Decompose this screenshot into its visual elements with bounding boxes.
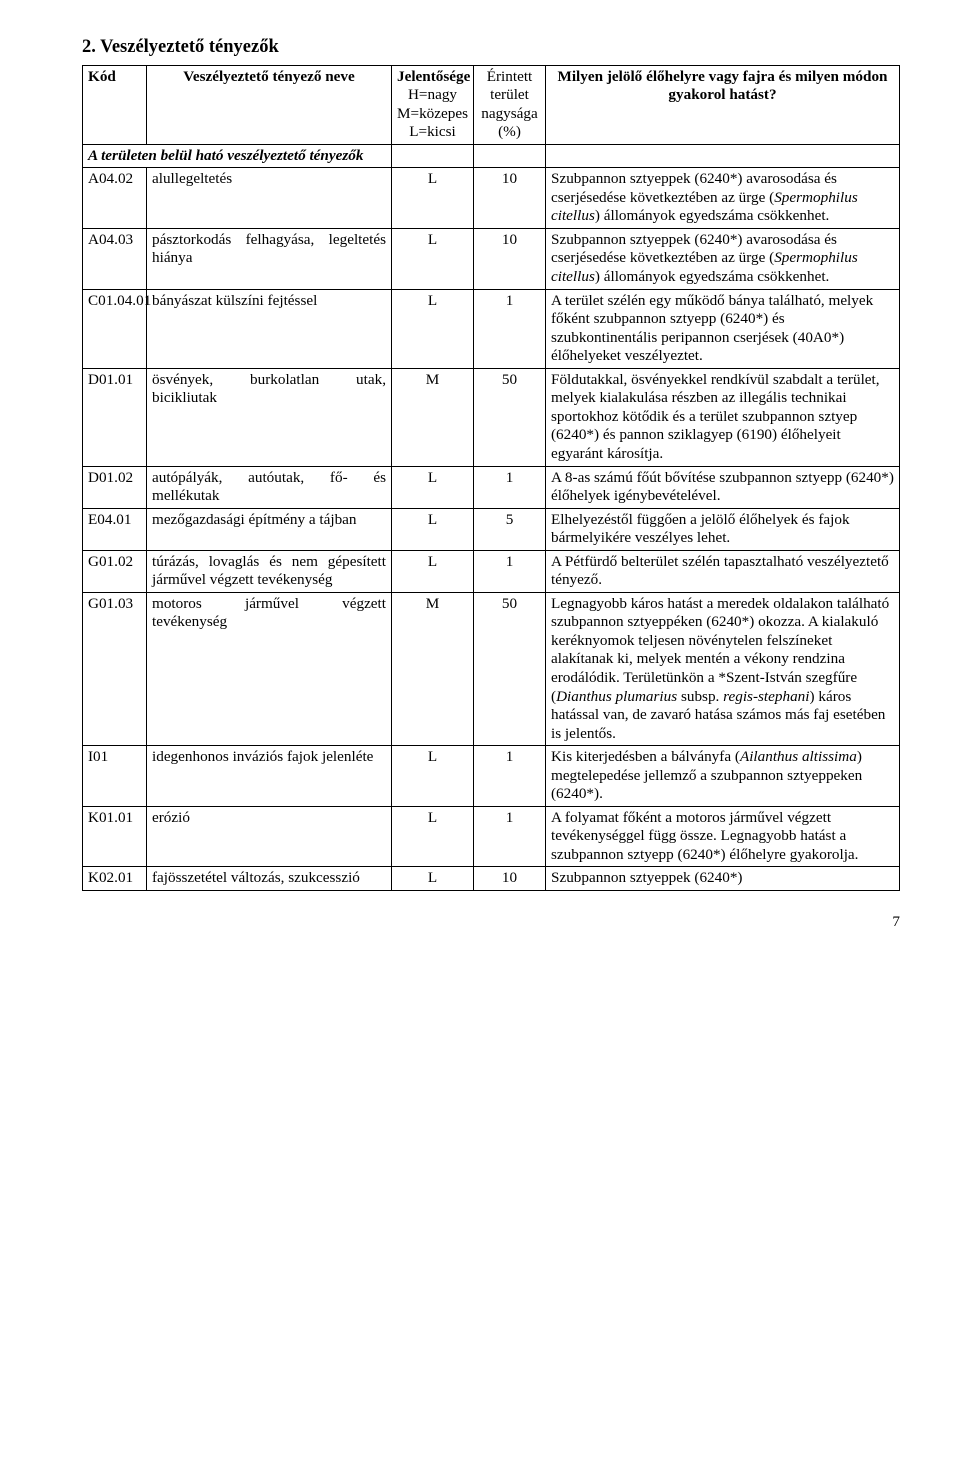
cell-kod: D01.01 <box>83 368 147 466</box>
ter-line-1: Érintett <box>479 68 540 87</box>
table-row: D01.02 autópályák, autóutak, fő- és mell… <box>83 466 900 508</box>
ter-line-2: terület <box>479 86 540 105</box>
hat-mid: subsp. <box>677 688 723 705</box>
table-row: C01.04.01 bányászat külszíni fejtéssel L… <box>83 289 900 368</box>
cell-jel: L <box>392 746 474 807</box>
subheader-row: A területen belül ható veszélyeztető tén… <box>83 144 900 168</box>
table-row: A04.03 pásztorkodás felhagyása, legeltet… <box>83 228 900 289</box>
cell-jel: L <box>392 550 474 592</box>
cell-hat: Szubpannon sztyeppek (6240*) avarosodása… <box>546 228 900 289</box>
table-row: I01 idegenhonos inváziós fajok jelenléte… <box>83 746 900 807</box>
cell-nev: erózió <box>147 806 392 867</box>
jel-line-3: M=közepes <box>397 105 468 124</box>
cell-hat: A 8-as számú főút bővítése szubpannon sz… <box>546 466 900 508</box>
cell-kod: E04.01 <box>83 508 147 550</box>
cell-hat: A Pétfürdő belterület szélén tapasztalha… <box>546 550 900 592</box>
cell-hat: Földutakkal, ösvényekkel rendkívül szabd… <box>546 368 900 466</box>
cell-ter: 1 <box>474 746 546 807</box>
cell-ter: 1 <box>474 806 546 867</box>
table-header-row: Kód Veszélyeztető tényező neve Jelentősé… <box>83 65 900 144</box>
cell-jel: L <box>392 806 474 867</box>
cell-nev: autópályák, autóutak, fő- és mellékutak <box>147 466 392 508</box>
cell-nev: motoros járművel végzett tevékenység <box>147 592 392 745</box>
cell-kod: K01.01 <box>83 806 147 867</box>
table-row: D01.01 ösvények, burkolatlan utak, bicik… <box>83 368 900 466</box>
cell-jel: L <box>392 168 474 229</box>
cell-jel: L <box>392 289 474 368</box>
hat-post: ) állományok egyedszáma csökkenhet. <box>595 268 829 285</box>
cell-ter: 1 <box>474 466 546 508</box>
cell-nev: bányászat külszíni fejtéssel <box>147 289 392 368</box>
table-row: G01.02 túrázás, lovaglás és nem gépesíte… <box>83 550 900 592</box>
col-nev: Veszélyeztető tényező neve <box>147 65 392 144</box>
cell-jel: M <box>392 368 474 466</box>
cell-hat: Kis kiterjedésben a bálványfa (Ailanthus… <box>546 746 900 807</box>
cell-nev: idegenhonos inváziós fajok jelenléte <box>147 746 392 807</box>
cell-ter: 50 <box>474 368 546 466</box>
cell-nev: túrázás, lovaglás és nem gépesített járm… <box>147 550 392 592</box>
cell-ter: 1 <box>474 550 546 592</box>
cell-ter: 10 <box>474 867 546 891</box>
table-row: K01.01 erózió L 1 A folyamat főként a mo… <box>83 806 900 867</box>
cell-nev: alullegeltetés <box>147 168 392 229</box>
cell-nev: ösvények, burkolatlan utak, bicikliutak <box>147 368 392 466</box>
hat-italic: Ailanthus altissima <box>740 748 857 765</box>
hat-post: ) állományok egyedszáma csökkenhet. <box>595 207 829 224</box>
table-row: G01.03 motoros járművel végzett tevékeny… <box>83 592 900 745</box>
ter-line-4: (%) <box>479 123 540 142</box>
cell-hat: Szubpannon sztyeppek (6240*) <box>546 867 900 891</box>
cell-kod: C01.04.01 <box>83 289 147 368</box>
hat-italic-1: Dianthus plumarius <box>556 688 677 705</box>
section-title: 2. Veszélyeztető tényezők <box>82 36 900 59</box>
jel-line-2: H=nagy <box>397 86 468 105</box>
subheader-text: A területen belül ható veszélyeztető tén… <box>88 147 363 164</box>
cell-ter: 5 <box>474 508 546 550</box>
hat-italic-2: regis-stephani <box>723 688 809 705</box>
col-jel: Jelentősége H=nagy M=közepes L=kicsi <box>392 65 474 144</box>
cell-hat: A terület szélén egy működő bánya találh… <box>546 289 900 368</box>
jel-line-1: Jelentősége <box>397 68 468 87</box>
jel-line-4: L=kicsi <box>397 123 468 142</box>
cell-jel: L <box>392 867 474 891</box>
cell-hat: Elhelyezéstől függően a jelölő élőhelyek… <box>546 508 900 550</box>
ter-line-3: nagysága <box>479 105 540 124</box>
hat-pre: Kis kiterjedésben a bálványfa ( <box>551 748 740 765</box>
cell-jel: L <box>392 466 474 508</box>
cell-kod: A04.03 <box>83 228 147 289</box>
page-number: 7 <box>82 913 900 932</box>
cell-hat: A folyamat főként a motoros járművel vég… <box>546 806 900 867</box>
cell-ter: 50 <box>474 592 546 745</box>
hazards-table: Kód Veszélyeztető tényező neve Jelentősé… <box>82 65 900 891</box>
cell-kod: D01.02 <box>83 466 147 508</box>
cell-nev: pásztorkodás felhagyása, legeltetés hián… <box>147 228 392 289</box>
cell-jel: L <box>392 228 474 289</box>
col-hat: Milyen jelölő élőhelyre vagy fajra és mi… <box>546 65 900 144</box>
cell-kod: I01 <box>83 746 147 807</box>
table-row: E04.01 mezőgazdasági építmény a tájban L… <box>83 508 900 550</box>
cell-kod: G01.03 <box>83 592 147 745</box>
cell-kod: A04.02 <box>83 168 147 229</box>
table-row: K02.01 fajösszetétel változás, szukcessz… <box>83 867 900 891</box>
col-ter: Érintett terület nagysága (%) <box>474 65 546 144</box>
cell-hat: Szubpannon sztyeppek (6240*) avarosodása… <box>546 168 900 229</box>
cell-nev: mezőgazdasági építmény a tájban <box>147 508 392 550</box>
cell-ter: 1 <box>474 289 546 368</box>
col-kod: Kód <box>83 65 147 144</box>
cell-jel: M <box>392 592 474 745</box>
cell-ter: 10 <box>474 168 546 229</box>
cell-kod: G01.02 <box>83 550 147 592</box>
cell-nev: fajösszetétel változás, szukcesszió <box>147 867 392 891</box>
cell-jel: L <box>392 508 474 550</box>
cell-kod: K02.01 <box>83 867 147 891</box>
table-row: A04.02 alullegeltetés L 10 Szubpannon sz… <box>83 168 900 229</box>
cell-hat: Legnagyobb káros hatást a meredek oldala… <box>546 592 900 745</box>
cell-ter: 10 <box>474 228 546 289</box>
